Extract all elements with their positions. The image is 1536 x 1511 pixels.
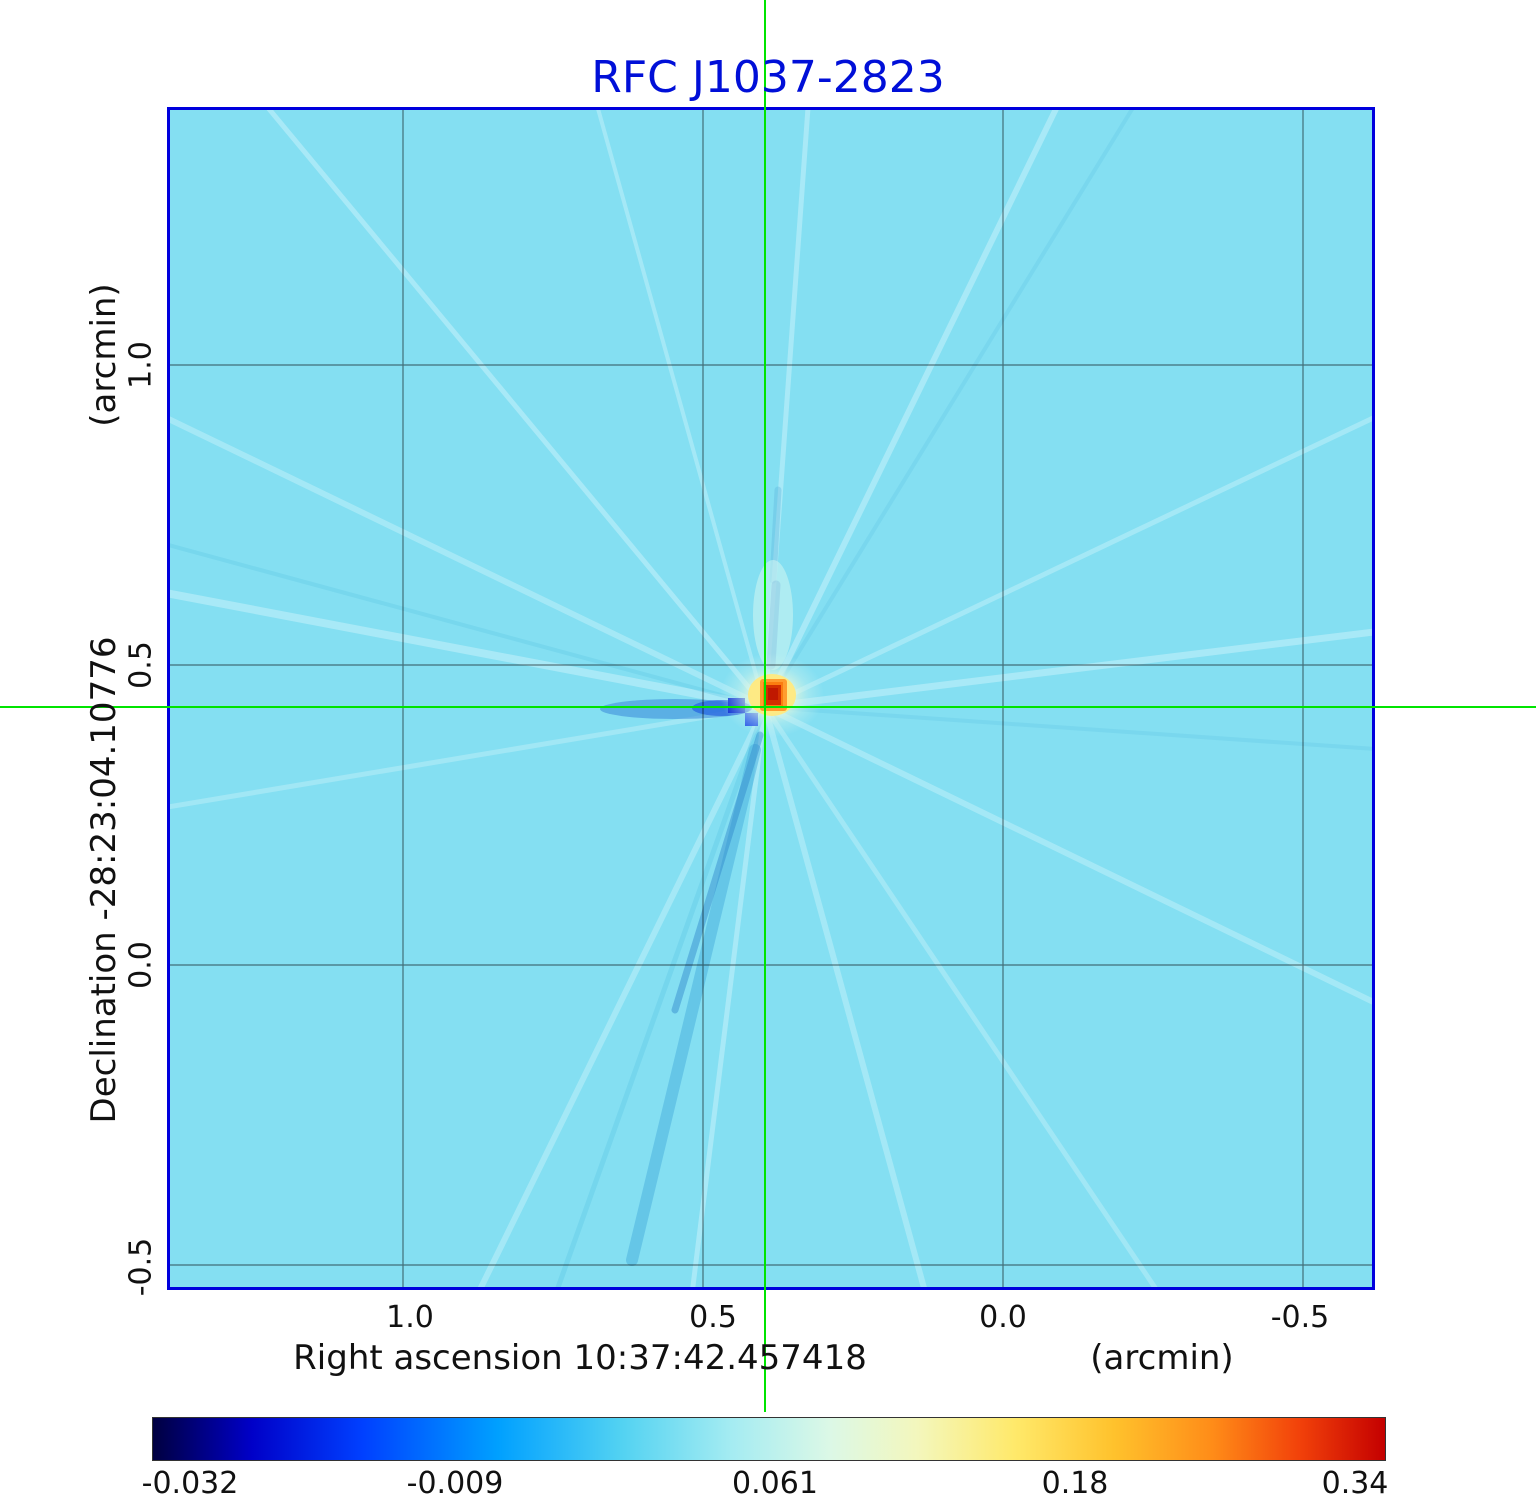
x-axis-label: Right ascension 10:37:42.457418 [293, 1338, 867, 1378]
x-tick-label: 0.0 [979, 1300, 1027, 1335]
colorbar-tick-label: -0.032 [141, 1466, 239, 1501]
colorbar-tick-label: -0.009 [406, 1466, 504, 1501]
x-tick-label: 0.5 [689, 1300, 737, 1335]
page-title: RFC J1037-2823 [591, 52, 945, 103]
y-tick-label: -0.5 [123, 1237, 159, 1297]
sky-map-plot [167, 107, 1375, 1290]
y-axis-unit: (arcmin) [84, 283, 124, 427]
crosshair-horizontal-line [0, 706, 1536, 708]
colorbar [152, 1417, 1386, 1461]
x-tick-label: -0.5 [1270, 1300, 1330, 1335]
colorbar-tick-label: 0.18 [1041, 1466, 1109, 1501]
y-axis-label: Declination -28:23:04.10776 [84, 636, 124, 1124]
sky-map-image [170, 110, 1372, 1287]
x-axis-unit: (arcmin) [1090, 1338, 1234, 1378]
x-tick-label: 1.0 [386, 1300, 434, 1335]
y-tick-label: 0.5 [123, 641, 159, 689]
y-tick-label: 1.0 [123, 341, 159, 389]
y-tick-label: 0.0 [123, 941, 159, 989]
grid-lines [170, 110, 1372, 1287]
source-peak [720, 560, 824, 737]
colorbar-tick-label: 0.061 [732, 1466, 818, 1501]
colorbar-tick-label: 0.34 [1321, 1466, 1389, 1501]
